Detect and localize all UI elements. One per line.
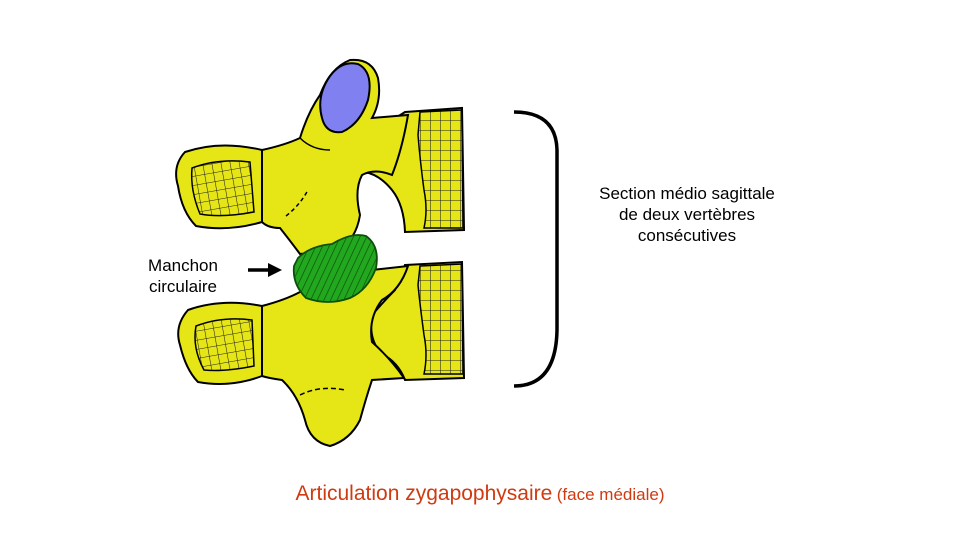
caption-sub: (face médiale) xyxy=(556,485,665,504)
caption: Articulation zygapophysaire (face médial… xyxy=(0,482,960,506)
upper-spinous-bone-hatch xyxy=(190,160,255,217)
section-label-line-1: Section médio sagittale xyxy=(599,184,775,203)
upper-lamina xyxy=(261,58,410,256)
arrow-right-icon xyxy=(248,263,282,277)
lower-spinous-bone-hatch xyxy=(194,318,255,372)
manchon-label-line-2: circulaire xyxy=(148,277,218,296)
caption-main: Articulation zygapophysaire xyxy=(295,482,553,505)
upper-body-hatch xyxy=(417,109,464,229)
section-label-line-2: de deux vertèbres xyxy=(618,205,756,224)
manchon-label: Manchon circulaire xyxy=(128,255,238,297)
section-label: Section médio sagittale de deux vertèbre… xyxy=(570,183,804,246)
section-label-line-3: consécutives xyxy=(637,226,737,245)
lower-body-hatch xyxy=(417,263,464,375)
brace-icon xyxy=(513,110,559,388)
upper-vertebra xyxy=(175,58,466,256)
lower-vertebra xyxy=(177,260,466,448)
articular-cartilage xyxy=(319,62,371,134)
joint-capsule xyxy=(292,234,378,303)
manchon-label-line-1: Manchon xyxy=(148,256,218,275)
